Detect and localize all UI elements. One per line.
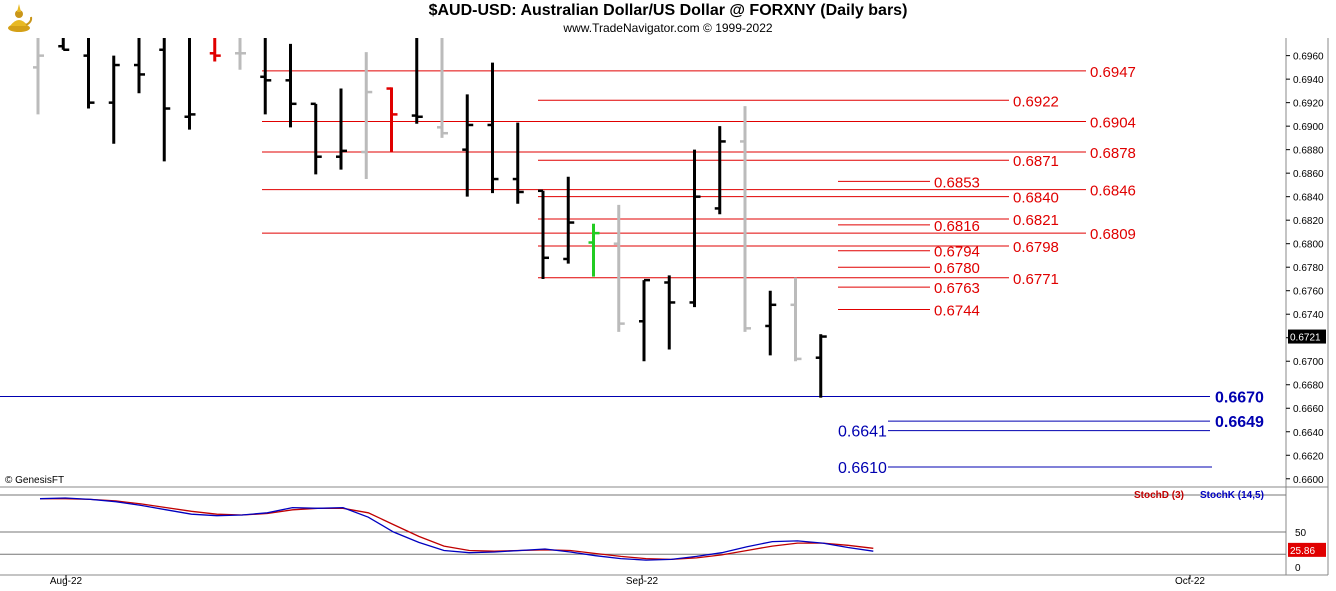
ohlc-bar: [184, 38, 196, 130]
price-tick-label: 0.6900: [1293, 122, 1324, 133]
ohlc-bar: [411, 38, 423, 124]
stoch-tick-label: 0: [1295, 563, 1301, 574]
ohlc-bar: [512, 122, 524, 204]
resistance-label: 0.6840: [1013, 190, 1059, 207]
price-tick-label: 0.6840: [1293, 193, 1324, 204]
ohlc-bar: [33, 38, 44, 115]
ohlc-bar: [437, 38, 448, 138]
support-label: 0.6670: [1215, 389, 1264, 406]
resistance-label: 0.6846: [1090, 183, 1136, 200]
price-tick-label: 0.6620: [1293, 451, 1324, 462]
ohlc-bar: [538, 189, 549, 279]
stoch-value-box: [1288, 542, 1326, 557]
ohlc-bar: [134, 38, 145, 94]
price-tick-label: 0.6760: [1293, 287, 1324, 298]
ohlc-bar: [487, 62, 499, 194]
price-tick-label: 0.6640: [1293, 428, 1324, 439]
ohlc-bar: [664, 275, 676, 350]
ohlc-bar: [336, 88, 347, 170]
ohlc-bar: [740, 106, 751, 332]
price-tick-label: 0.6960: [1293, 52, 1324, 63]
resistance-label: 0.6794: [934, 244, 980, 261]
stoch-k-line: [39, 497, 874, 561]
chart-title: $AUD-USD: Australian Dollar/US Dollar @ …: [428, 2, 908, 19]
price-tick-label: 0.6820: [1293, 216, 1324, 227]
chart-subtitle: www.TradeNavigator.com © 1999-2022: [563, 21, 773, 35]
ohlc-bar: [462, 94, 474, 197]
date-label: Oct-22: [1175, 576, 1205, 587]
resistance-label: 0.6763: [934, 280, 980, 297]
ohlc-bar: [613, 204, 625, 332]
price-tick-label: 0.6660: [1293, 404, 1324, 415]
resistance-label: 0.6947: [1090, 64, 1136, 81]
price-tick-label: 0.6600: [1293, 475, 1324, 486]
ohlc-bar: [310, 102, 322, 175]
price-axis: 0.6960 0.6940 0.6920 0.6900 0.6880 0.6860 0.68…: [1285, 38, 1329, 575]
resistance-label: 0.6904: [1090, 114, 1136, 131]
genesis-watermark: © GenesisFT: [5, 475, 64, 486]
ohlc-bar: [159, 38, 171, 162]
current-price-box: [1288, 329, 1326, 344]
resistance-label: 0.6771: [1013, 271, 1059, 288]
ohlc-bar: [58, 38, 70, 52]
support-label: 0.6610: [838, 460, 887, 477]
current-price-label: 0.6721: [1290, 333, 1321, 344]
ohlc-bar: [108, 55, 120, 144]
price-tick-label: 0.6920: [1293, 99, 1324, 110]
price-tick-label: 0.6880: [1293, 146, 1324, 157]
resistance-label: 0.6853: [934, 174, 980, 191]
resistance-label: 0.6878: [1090, 145, 1136, 162]
price-tick-label: 0.6800: [1293, 240, 1324, 251]
resistance-label: 0.6798: [1013, 239, 1059, 256]
ohlc-bar: [285, 43, 297, 128]
stoch-d-legend: StochD (3): [1134, 490, 1184, 501]
date-axis: Aug-22 Sep-22 Oct-22: [50, 575, 1205, 587]
resistance-label: 0.6816: [934, 218, 980, 235]
ohlc-bar: [815, 334, 827, 398]
ohlc-bar: [588, 223, 600, 277]
ohlc-bar: [563, 176, 575, 264]
ohlc-bar: [386, 87, 398, 153]
stochastic-panel: StochD (3) StochK (14,5) 50 0 25.86: [0, 490, 1328, 576]
date-label: Sep-22: [626, 576, 659, 587]
ohlc-bar: [260, 38, 272, 115]
stoch-value-label: 25.86: [1290, 546, 1315, 557]
support-label: 0.6649: [1215, 414, 1264, 431]
resistance-label: 0.6809: [1090, 226, 1136, 243]
stoch-d-line: [40, 498, 874, 561]
resistance-label: 0.6744: [934, 303, 980, 320]
resistance-label: 0.6922: [1013, 93, 1059, 110]
price-tick-label: 0.6860: [1293, 169, 1324, 180]
ohlc-bar: [765, 290, 777, 356]
date-label: Aug-22: [50, 576, 83, 587]
ohlc-bar: [361, 52, 373, 180]
support-label: 0.6641: [838, 424, 887, 441]
price-tick-label: 0.6940: [1293, 75, 1324, 86]
genie-lamp-logo-icon: [8, 4, 33, 32]
ohlc-bar: [83, 38, 95, 109]
price-panel: 0.6947 0.6922 0.6904 0.6878 0.6871 0.6853 0.68…: [0, 38, 1328, 488]
ohlc-bar: [639, 278, 650, 362]
ohlc-bar: [689, 149, 701, 308]
price-tick-label: 0.6700: [1293, 357, 1324, 368]
chart-header: $AUD-USD: Australian Dollar/US Dollar @ …: [0, 0, 1336, 38]
resistance-label: 0.6871: [1013, 153, 1059, 170]
stoch-tick-label: 50: [1295, 528, 1307, 539]
ohlc-bar: [714, 126, 726, 215]
price-tick-label: 0.6780: [1293, 263, 1324, 274]
ohlc-bar: [235, 38, 246, 70]
resistance-label: 0.6821: [1013, 212, 1059, 229]
price-tick-label: 0.6740: [1293, 310, 1324, 321]
ohlc-bar: [209, 38, 221, 62]
resistance-label: 0.6780: [934, 260, 980, 277]
stoch-k-legend: StochK (14,5): [1200, 490, 1264, 501]
price-tick-label: 0.6680: [1293, 381, 1324, 392]
ohlc-bar: [790, 277, 802, 362]
